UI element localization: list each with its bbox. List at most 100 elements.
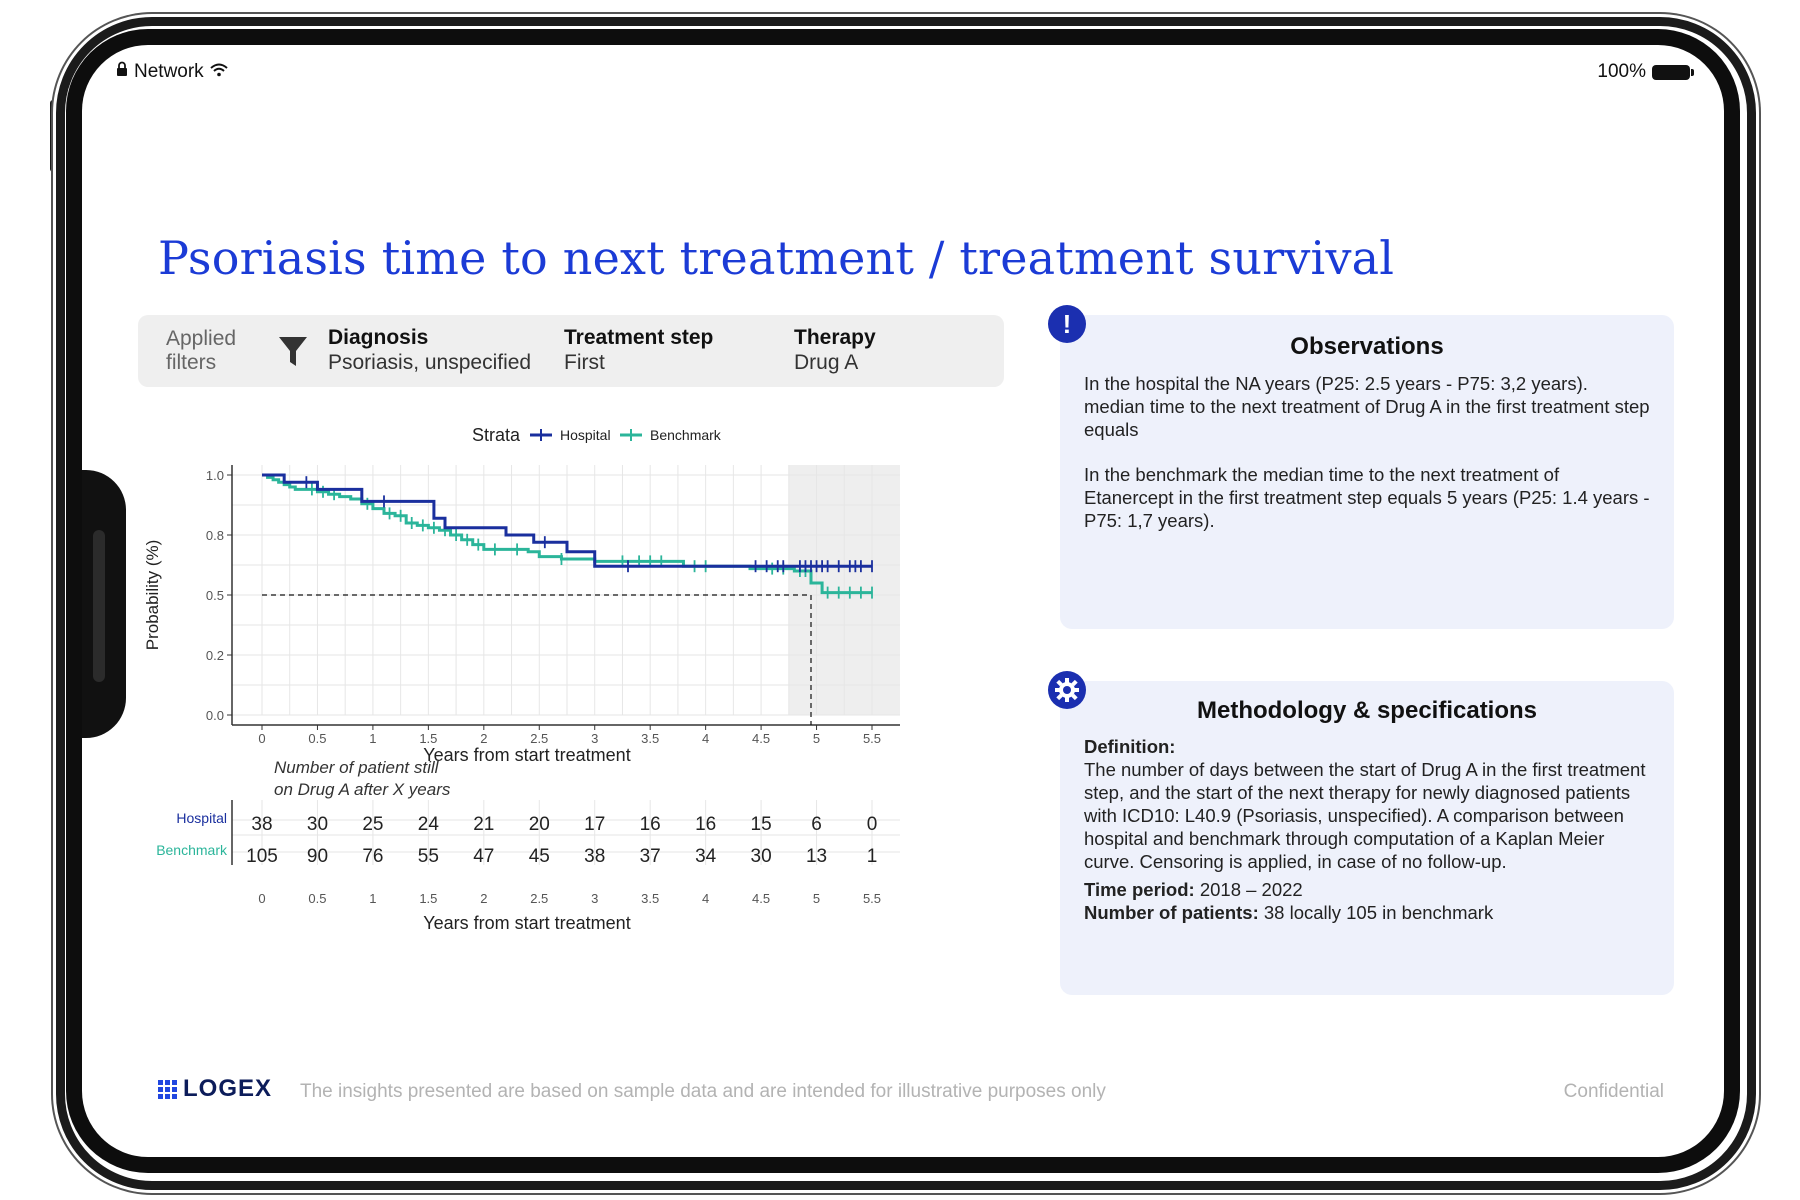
filter-treatment-step[interactable]: Treatment step First bbox=[564, 325, 713, 375]
x-tick-label: 1 bbox=[369, 731, 376, 746]
confidential-label: Confidential bbox=[1563, 1081, 1664, 1102]
risk-count-benchmark: 37 bbox=[640, 846, 661, 867]
y-tick-label: 1.0 bbox=[206, 468, 224, 483]
x-tick-label: 3 bbox=[591, 731, 598, 746]
camera-slot bbox=[93, 530, 105, 682]
risk-count-hospital: 30 bbox=[307, 814, 328, 835]
battery-icon bbox=[1652, 64, 1694, 80]
y-axis-label: Probability (%) bbox=[143, 540, 162, 651]
risk-x-tick-label: 2 bbox=[480, 891, 487, 906]
tablet-screen: Network 100% Psoriasis time to next trea… bbox=[82, 45, 1724, 1157]
risk-count-hospital: 6 bbox=[811, 814, 822, 835]
risk-count-benchmark: 55 bbox=[418, 846, 439, 867]
x-tick-label: 2.5 bbox=[530, 731, 548, 746]
risk-x-axis-label: Years from start treatment bbox=[423, 913, 630, 933]
wifi-icon bbox=[210, 61, 228, 83]
patients-value: 38 locally 105 in benchmark bbox=[1263, 902, 1494, 923]
observations-body: In the hospital the NA years (P25: 2.5 y… bbox=[1084, 372, 1650, 532]
risk-count-hospital: 38 bbox=[251, 814, 272, 835]
risk-x-tick-label: 0 bbox=[258, 891, 265, 906]
kaplan-meier-chart: Strata Hospital Benchmark 0.0 0.2 0.5 0.8 1.0 0 0… bbox=[143, 425, 902, 933]
x-tick-label: 5 bbox=[813, 731, 820, 746]
risk-count-hospital: 15 bbox=[751, 814, 772, 835]
x-tick-label: 1.5 bbox=[419, 731, 437, 746]
risk-count-hospital: 16 bbox=[640, 814, 661, 835]
definition-label: Definition: bbox=[1084, 736, 1176, 757]
risk-count-benchmark: 13 bbox=[806, 846, 827, 867]
x-tick-label: 3.5 bbox=[641, 731, 659, 746]
filter-heading: Therapy bbox=[794, 326, 876, 349]
risk-table-caption-line1: Number of patient still bbox=[274, 758, 440, 777]
volume-button bbox=[318, 12, 390, 18]
x-tick-label: 4 bbox=[702, 731, 709, 746]
risk-count-benchmark: 38 bbox=[584, 846, 605, 867]
methodology-card: Methodology & specifications Definition:… bbox=[1048, 671, 1674, 995]
risk-count-hospital: 25 bbox=[362, 814, 383, 835]
side-button bbox=[50, 100, 56, 172]
risk-count-benchmark: 30 bbox=[751, 846, 772, 867]
observations-title: Observations bbox=[1290, 333, 1444, 360]
time-period-value: 2018 – 2022 bbox=[1199, 879, 1303, 900]
gear-icon bbox=[1048, 671, 1086, 709]
risk-x-tick-label: 4.5 bbox=[752, 891, 770, 906]
risk-count-benchmark: 47 bbox=[473, 846, 494, 867]
filter-heading: Treatment step bbox=[564, 326, 714, 349]
risk-x-tick-label: 5.5 bbox=[863, 891, 881, 906]
filter-diagnosis[interactable]: Diagnosis Psoriasis, unspecified bbox=[328, 325, 531, 375]
x-tick-label: 4.5 bbox=[752, 731, 770, 746]
risk-x-tick-label: 4 bbox=[702, 891, 709, 906]
risk-x-tick-label: 5 bbox=[813, 891, 820, 906]
risk-count-hospital: 21 bbox=[473, 814, 494, 835]
applied-filters-label: Applied filters bbox=[166, 327, 237, 374]
observation-benchmark: In the benchmark the median time to the … bbox=[1084, 464, 1650, 531]
risk-count-hospital: 0 bbox=[867, 814, 878, 835]
risk-x-tick-label: 3.5 bbox=[641, 891, 659, 906]
battery-label: 100% bbox=[1597, 61, 1646, 82]
risk-count-hospital: 17 bbox=[584, 814, 605, 835]
observation-hospital: In the hospital the NA years (P25: 2.5 y… bbox=[1084, 373, 1650, 440]
survival-curve-hospital bbox=[262, 473, 872, 568]
x-tick-label: 0 bbox=[258, 731, 265, 746]
legend-title: Strata bbox=[472, 425, 521, 445]
applied-filters-bar: Applied filters Diagnosis Psoriasis, uns… bbox=[138, 315, 1004, 387]
network-label: Network bbox=[134, 61, 204, 82]
y-tick-label: 0.0 bbox=[206, 708, 224, 723]
patients-label: Number of patients: bbox=[1084, 902, 1259, 923]
risk-x-tick-label: 0.5 bbox=[308, 891, 326, 906]
x-tick-label: 2 bbox=[480, 731, 487, 746]
risk-x-tick-label: 1.5 bbox=[419, 891, 437, 906]
risk-count-benchmark: 105 bbox=[246, 846, 278, 867]
filter-icon[interactable] bbox=[278, 335, 308, 374]
exclamation-icon: ! bbox=[1048, 305, 1086, 343]
filter-heading: Diagnosis bbox=[328, 326, 429, 349]
risk-row-label-hospital: Hospital bbox=[176, 810, 227, 826]
risk-row-label-benchmark: Benchmark bbox=[156, 842, 228, 858]
risk-table-caption-line2: on Drug A after X years bbox=[274, 780, 451, 799]
y-tick-label: 0.5 bbox=[206, 588, 224, 603]
x-axis-label: Years from start treatment bbox=[423, 745, 630, 765]
filter-value: Drug A bbox=[794, 351, 859, 374]
legend-label-hospital: Hospital bbox=[560, 427, 611, 443]
status-bar-left: Network bbox=[116, 61, 228, 83]
page-title: Psoriasis time to next treatment / treat… bbox=[158, 231, 1395, 285]
risk-count-benchmark: 76 bbox=[362, 846, 383, 867]
filter-therapy[interactable]: Therapy Drug A bbox=[794, 325, 876, 375]
methodology-body: Definition: The number of days between t… bbox=[1084, 735, 1650, 924]
y-tick-label: 0.8 bbox=[206, 528, 224, 543]
definition-text: The number of days between the start of … bbox=[1084, 759, 1646, 872]
risk-count-benchmark: 90 bbox=[307, 846, 328, 867]
filter-value: First bbox=[564, 351, 605, 374]
risk-count-benchmark: 1 bbox=[867, 846, 878, 867]
methodology-title: Methodology & specifications bbox=[1196, 697, 1538, 724]
power-button bbox=[222, 12, 294, 18]
x-tick-label: 0.5 bbox=[308, 731, 326, 746]
risk-count-hospital: 24 bbox=[418, 814, 440, 835]
risk-x-tick-label: 1 bbox=[369, 891, 376, 906]
x-tick-label: 5.5 bbox=[863, 731, 881, 746]
y-tick-label: 0.2 bbox=[206, 648, 224, 663]
status-bar-right: 100% bbox=[1597, 61, 1694, 83]
logo-text: LOGEX bbox=[183, 1075, 273, 1102]
risk-x-tick-label: 2.5 bbox=[530, 891, 548, 906]
time-period-label: Time period: bbox=[1084, 879, 1195, 900]
disclaimer-text: The insights presented are based on samp… bbox=[300, 1081, 1106, 1102]
